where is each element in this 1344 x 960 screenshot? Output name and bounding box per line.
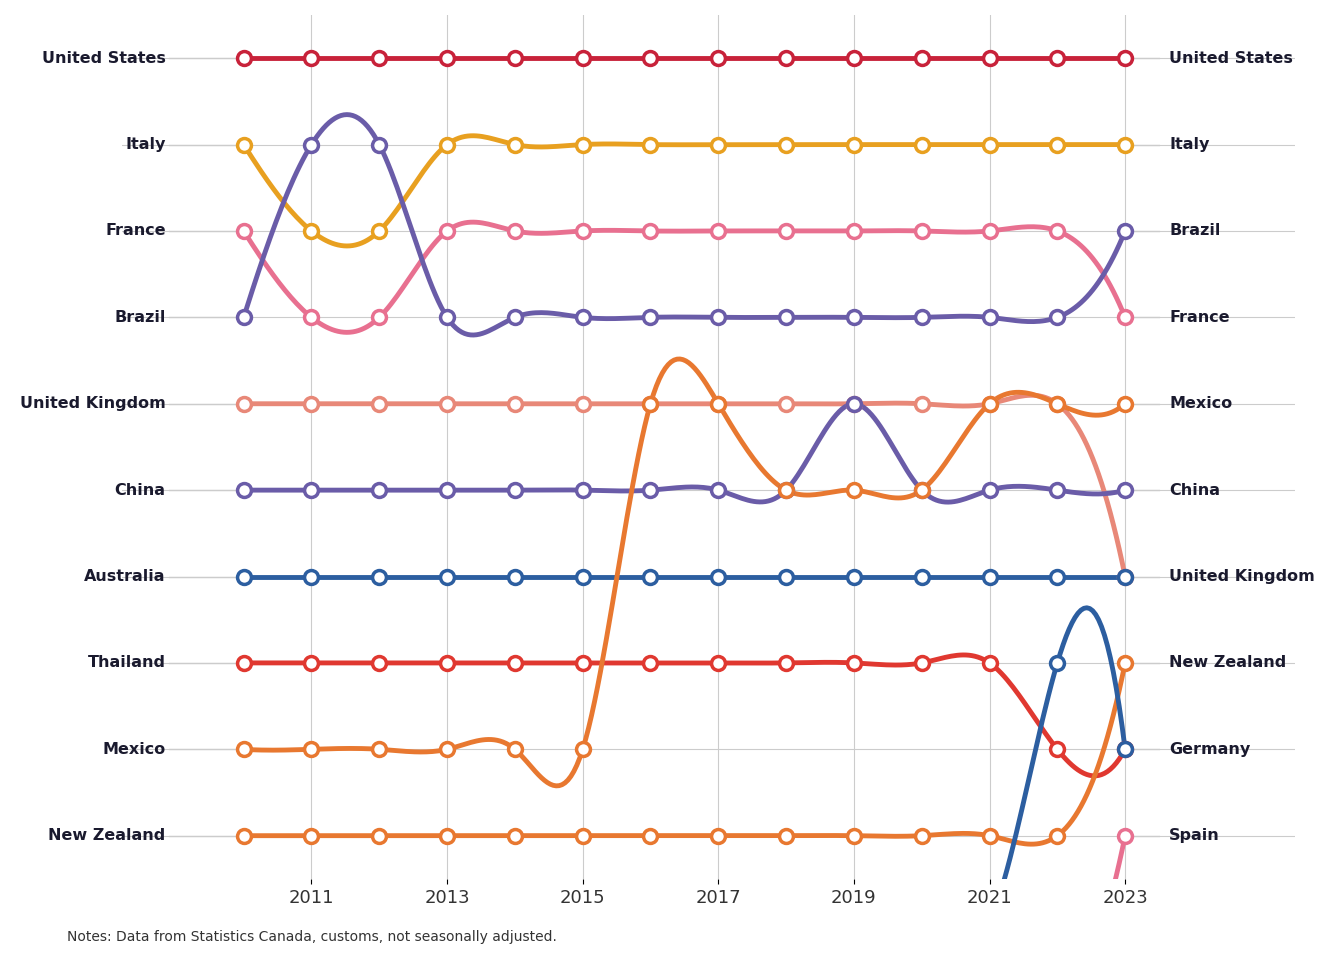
Text: Mexico: Mexico: [102, 742, 165, 756]
Text: New Zealand: New Zealand: [1169, 656, 1286, 670]
Text: Brazil: Brazil: [1169, 224, 1220, 238]
Text: United States: United States: [1169, 51, 1293, 65]
Text: Australia: Australia: [85, 569, 165, 584]
Text: Mexico: Mexico: [1169, 396, 1232, 411]
Text: Notes: Data from Statistics Canada, customs, not seasonally adjusted.: Notes: Data from Statistics Canada, cust…: [67, 930, 556, 944]
Text: New Zealand: New Zealand: [48, 828, 165, 843]
Text: France: France: [1169, 310, 1230, 324]
Text: France: France: [105, 224, 165, 238]
Text: United Kingdom: United Kingdom: [20, 396, 165, 411]
Text: Germany: Germany: [1169, 742, 1250, 756]
Text: China: China: [114, 483, 165, 497]
Text: Italy: Italy: [125, 137, 165, 152]
Text: China: China: [1169, 483, 1220, 497]
Text: Italy: Italy: [1169, 137, 1210, 152]
Text: Brazil: Brazil: [114, 310, 165, 324]
Text: United Kingdom: United Kingdom: [1169, 569, 1314, 584]
Text: Spain: Spain: [1169, 828, 1220, 843]
Text: Thailand: Thailand: [87, 656, 165, 670]
Text: United States: United States: [42, 51, 165, 65]
